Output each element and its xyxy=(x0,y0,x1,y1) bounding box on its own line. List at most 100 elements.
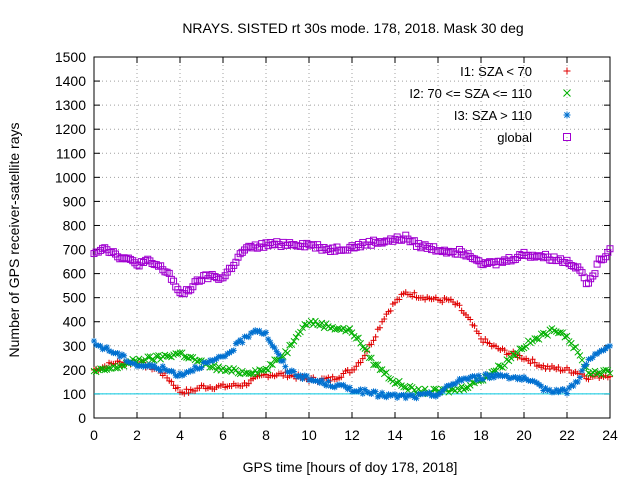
data-point xyxy=(381,315,388,322)
data-point xyxy=(409,391,416,398)
data-point xyxy=(404,386,412,394)
data-point xyxy=(563,332,571,340)
data-point xyxy=(454,378,461,385)
x-tick-label: 8 xyxy=(262,427,270,443)
data-point xyxy=(511,256,519,264)
data-point xyxy=(407,392,414,399)
data-point xyxy=(578,356,586,364)
data-point xyxy=(209,358,216,365)
data-point xyxy=(395,377,403,385)
series-layer xyxy=(90,231,614,402)
data-point xyxy=(90,367,98,375)
data-point xyxy=(325,378,332,385)
data-point xyxy=(284,349,291,357)
y-tick-label: 1100 xyxy=(56,145,86,161)
data-point xyxy=(540,387,547,394)
data-point xyxy=(99,244,107,252)
y-tick-label: 1000 xyxy=(55,169,86,185)
data-point xyxy=(421,241,429,249)
data-point xyxy=(181,371,188,378)
data-point xyxy=(376,392,383,399)
data-point xyxy=(196,365,203,372)
data-point xyxy=(579,367,586,374)
data-point xyxy=(207,357,214,364)
data-point xyxy=(140,363,147,370)
data-point xyxy=(488,372,495,379)
data-point xyxy=(419,391,426,398)
data-point xyxy=(151,362,158,369)
data-point xyxy=(293,372,300,379)
y-tick-label: 200 xyxy=(63,362,87,378)
data-point xyxy=(484,371,491,378)
data-point xyxy=(600,255,608,263)
y-tick-label: 0 xyxy=(78,410,86,426)
x-tick-label: 18 xyxy=(473,427,489,443)
data-point xyxy=(587,355,594,362)
data-point xyxy=(323,382,330,389)
data-point xyxy=(529,356,536,363)
data-point xyxy=(107,249,115,257)
data-point xyxy=(361,386,368,393)
data-point xyxy=(396,296,403,303)
data-point xyxy=(591,270,599,278)
x-tick-label: 6 xyxy=(219,427,227,443)
legend-marker xyxy=(563,89,571,97)
data-point xyxy=(473,377,480,384)
chart-title: NRAYS. SISTED rt 30s mode. 178, 2018. Ma… xyxy=(182,20,523,36)
data-point xyxy=(144,353,152,361)
data-point xyxy=(553,386,560,393)
data-point xyxy=(531,378,538,385)
data-point xyxy=(223,268,231,276)
data-point xyxy=(526,253,534,261)
data-point xyxy=(482,371,489,378)
data-point xyxy=(413,395,420,402)
data-point xyxy=(422,390,429,397)
data-point xyxy=(576,352,584,359)
data-point xyxy=(247,370,255,377)
data-point xyxy=(254,370,261,377)
data-point xyxy=(161,351,169,359)
data-point xyxy=(224,350,231,357)
data-point xyxy=(114,349,121,356)
y-tick-label: 500 xyxy=(63,290,87,306)
data-point xyxy=(539,329,547,337)
data-point xyxy=(187,353,195,361)
x-tick-label: 20 xyxy=(516,427,532,443)
data-point xyxy=(490,374,497,381)
data-point xyxy=(338,382,345,389)
data-point xyxy=(168,378,175,385)
data-point xyxy=(430,385,438,393)
data-point xyxy=(480,376,487,383)
data-point xyxy=(462,375,469,382)
data-point xyxy=(112,364,119,372)
data-point xyxy=(392,391,398,398)
data-point xyxy=(473,256,481,264)
data-point xyxy=(550,327,558,335)
data-point xyxy=(387,392,394,399)
data-point xyxy=(551,389,558,396)
data-point xyxy=(411,394,418,401)
x-tick-label: 24 xyxy=(602,427,618,443)
data-point xyxy=(164,367,171,374)
data-point xyxy=(198,364,205,371)
data-point xyxy=(228,348,235,355)
x-tick-label: 14 xyxy=(387,427,403,443)
data-point xyxy=(529,377,536,384)
data-point xyxy=(486,375,493,382)
data-point xyxy=(275,351,282,358)
legend-label: I3: SZA > 110 xyxy=(454,108,532,123)
data-point xyxy=(467,374,474,381)
data-point xyxy=(518,345,526,353)
data-point xyxy=(402,383,410,391)
series-3 xyxy=(90,231,614,298)
data-point xyxy=(546,386,553,393)
data-point xyxy=(372,333,379,340)
data-point xyxy=(116,353,123,360)
data-point xyxy=(518,376,525,383)
data-point xyxy=(574,379,581,386)
data-point xyxy=(348,329,356,337)
data-point xyxy=(585,356,592,363)
data-point xyxy=(109,248,117,256)
data-point xyxy=(288,341,296,349)
data-point xyxy=(364,388,371,395)
